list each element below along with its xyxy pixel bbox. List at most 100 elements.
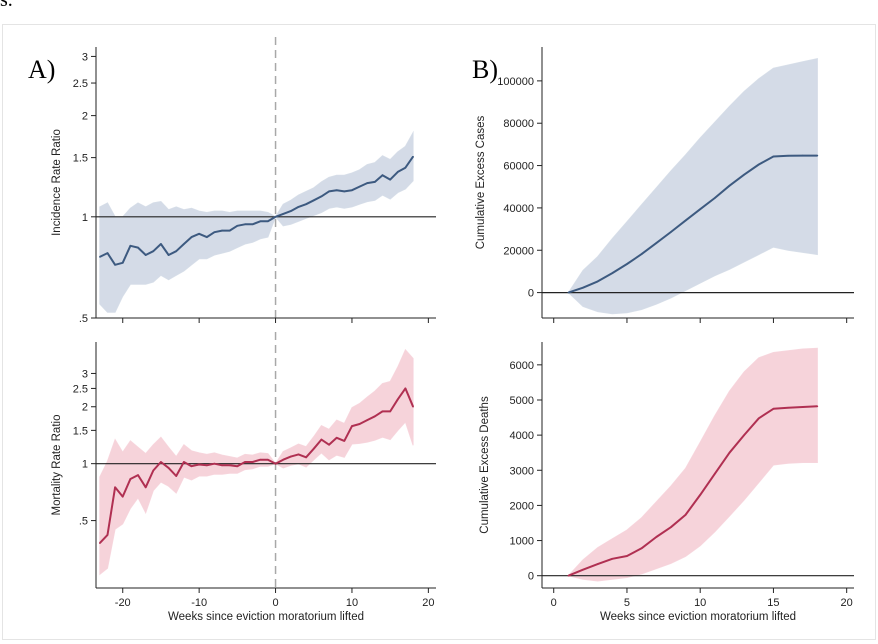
- data-point: [228, 229, 231, 232]
- y-tick-label: 2.5: [73, 78, 88, 90]
- panel-label: A): [28, 55, 55, 84]
- y-tick-label: 3000: [510, 465, 534, 477]
- data-point: [714, 197, 716, 199]
- data-point: [787, 406, 789, 409]
- data-point: [396, 398, 399, 401]
- data-point: [699, 494, 701, 496]
- data-point: [801, 406, 804, 408]
- y-tick-label: 1000: [510, 536, 534, 548]
- data-point: [743, 434, 745, 436]
- y-tick-label: 2000: [510, 500, 534, 512]
- y-tick-label: 5000: [510, 395, 534, 407]
- data-point: [772, 155, 775, 158]
- y-tick-label: 1.5: [73, 153, 88, 165]
- data-point: [358, 423, 361, 425]
- data-point: [198, 233, 200, 235]
- series-line: [568, 154, 818, 294]
- data-point: [198, 463, 200, 466]
- data-point: [328, 443, 330, 446]
- x-tick-label: 10: [694, 597, 706, 609]
- data-point: [297, 206, 300, 208]
- data-point: [144, 254, 147, 256]
- y-tick-label: 60000: [503, 161, 534, 173]
- data-point: [670, 526, 672, 529]
- data-point: [152, 250, 155, 253]
- data-point: [404, 166, 407, 169]
- data-point: [816, 154, 819, 157]
- data-point: [282, 213, 284, 215]
- data-point: [167, 467, 170, 469]
- y-tick-label: 3: [82, 51, 88, 63]
- data-point: [611, 558, 614, 560]
- data-point: [567, 291, 570, 294]
- data-point: [175, 475, 178, 477]
- data-point: [699, 208, 701, 210]
- confidence-band: [99, 348, 414, 576]
- data-point: [670, 231, 672, 233]
- data-point: [351, 189, 353, 191]
- x-tick-label: 20: [841, 597, 853, 609]
- series-line: [99, 156, 414, 266]
- data-point: [655, 242, 658, 244]
- data-point: [305, 456, 307, 459]
- x-tick-label: -10: [191, 597, 207, 609]
- y-tick-label: .5: [79, 313, 88, 325]
- y-tick-label: 1.5: [73, 425, 88, 437]
- y-axis-title: Incidence Rate Ratio: [51, 129, 63, 236]
- data-point: [366, 182, 369, 184]
- y-tick-label: 0: [528, 288, 534, 300]
- data-point: [259, 458, 262, 461]
- data-point: [684, 219, 687, 222]
- data-point: [320, 195, 323, 198]
- data-point: [236, 225, 239, 227]
- data-point: [137, 474, 139, 476]
- data-point: [611, 272, 614, 274]
- data-point: [381, 410, 384, 413]
- data-point: [714, 472, 716, 475]
- panel-irr: .5 1 1.5 2 2.5 3 Incidence Rate Ratio A): [28, 37, 436, 325]
- data-point: [757, 417, 760, 420]
- y-tick-label: 1: [82, 459, 88, 471]
- data-point: [251, 461, 254, 463]
- data-point: [190, 465, 193, 467]
- data-point: [335, 437, 338, 439]
- y-tick-label: 2: [82, 402, 88, 414]
- y-tick-label: 2: [82, 111, 88, 123]
- data-point: [221, 464, 223, 467]
- confidence-band: [567, 347, 818, 582]
- data-point: [106, 252, 109, 254]
- series-line: [99, 387, 415, 544]
- data-point: [335, 189, 338, 191]
- data-point: [582, 286, 584, 289]
- y-axis-title: Mortality Rate Ratio: [51, 415, 63, 516]
- data-point: [297, 453, 300, 456]
- y-tick-label: 100000: [497, 76, 534, 88]
- data-point: [640, 253, 643, 255]
- x-axis-title: Weeks since eviction moratorium lifted: [168, 611, 364, 623]
- x-tick-label: 10: [346, 597, 358, 609]
- data-point: [290, 455, 292, 458]
- x-tick-label: -20: [115, 597, 131, 609]
- y-tick-label: 1: [82, 212, 88, 224]
- panel-label: B): [472, 55, 498, 84]
- data-point: [244, 461, 246, 463]
- data-point: [596, 563, 599, 565]
- data-point: [274, 462, 277, 465]
- x-tick-label: 0: [272, 597, 278, 609]
- data-point: [343, 440, 346, 442]
- x-tick-label: 20: [422, 597, 434, 609]
- data-point: [389, 410, 391, 413]
- x-tick-label: 5: [624, 597, 630, 609]
- data-point: [582, 568, 584, 571]
- data-point: [320, 438, 323, 441]
- data-point: [816, 405, 819, 408]
- data-point: [236, 465, 239, 467]
- data-point: [205, 464, 208, 467]
- data-point: [183, 243, 185, 245]
- data-point: [274, 216, 277, 218]
- panel-mrr: .5 1 1.5 2 2.5 3 -20 -10 0 10 20 Mortality Rate Rat…: [51, 332, 436, 623]
- data-point: [175, 250, 178, 253]
- data-point: [129, 244, 132, 247]
